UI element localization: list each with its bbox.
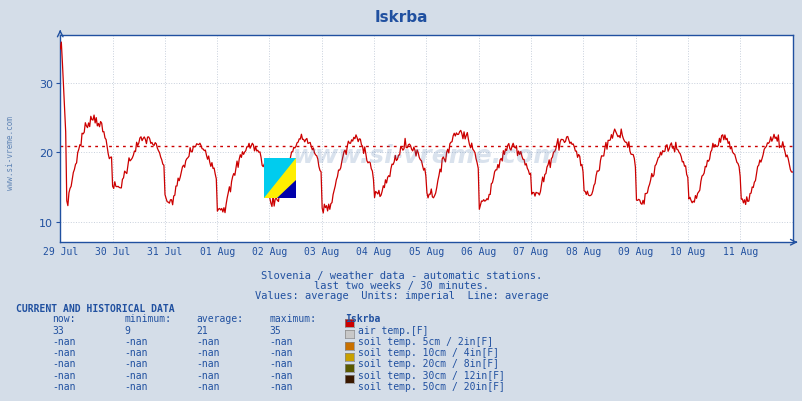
- Text: Values: average  Units: imperial  Line: average: Values: average Units: imperial Line: av…: [254, 291, 548, 301]
- Text: -nan: -nan: [52, 381, 75, 391]
- Text: -nan: -nan: [269, 370, 292, 380]
- Text: 29 Jul: 29 Jul: [43, 247, 78, 257]
- Text: Slovenia / weather data - automatic stations.: Slovenia / weather data - automatic stat…: [261, 271, 541, 281]
- Text: minimum:: minimum:: [124, 314, 172, 324]
- Text: -nan: -nan: [52, 347, 75, 357]
- Text: -nan: -nan: [269, 336, 292, 346]
- Text: 01 Aug: 01 Aug: [199, 247, 234, 257]
- Text: soil temp. 5cm / 2in[F]: soil temp. 5cm / 2in[F]: [358, 336, 492, 346]
- Text: 9: 9: [124, 325, 130, 335]
- Text: 08 Aug: 08 Aug: [565, 247, 600, 257]
- Text: 21: 21: [196, 325, 209, 335]
- Text: 11 Aug: 11 Aug: [722, 247, 757, 257]
- Text: 02 Aug: 02 Aug: [252, 247, 287, 257]
- Text: 04 Aug: 04 Aug: [356, 247, 391, 257]
- Text: soil temp. 50cm / 20in[F]: soil temp. 50cm / 20in[F]: [358, 381, 504, 391]
- Text: -nan: -nan: [124, 347, 148, 357]
- Text: 31 Jul: 31 Jul: [147, 247, 182, 257]
- Text: -nan: -nan: [269, 358, 292, 369]
- Text: -nan: -nan: [52, 358, 75, 369]
- Text: average:: average:: [196, 314, 244, 324]
- Text: soil temp. 20cm / 8in[F]: soil temp. 20cm / 8in[F]: [358, 358, 499, 369]
- Text: air temp.[F]: air temp.[F]: [358, 325, 428, 335]
- Text: maximum:: maximum:: [269, 314, 316, 324]
- Text: -nan: -nan: [124, 381, 148, 391]
- Text: -nan: -nan: [196, 347, 220, 357]
- Polygon shape: [277, 180, 296, 198]
- Polygon shape: [264, 158, 296, 198]
- Text: -nan: -nan: [52, 336, 75, 346]
- Text: 30 Jul: 30 Jul: [95, 247, 130, 257]
- Text: last two weeks / 30 minutes.: last two weeks / 30 minutes.: [314, 281, 488, 291]
- Text: soil temp. 30cm / 12in[F]: soil temp. 30cm / 12in[F]: [358, 370, 504, 380]
- Text: 07 Aug: 07 Aug: [512, 247, 548, 257]
- Text: -nan: -nan: [196, 370, 220, 380]
- Text: www.si-vreme.com: www.si-vreme.com: [6, 115, 15, 189]
- Text: -nan: -nan: [196, 336, 220, 346]
- Text: soil temp. 10cm / 4in[F]: soil temp. 10cm / 4in[F]: [358, 347, 499, 357]
- Text: -nan: -nan: [196, 381, 220, 391]
- Text: -nan: -nan: [196, 358, 220, 369]
- Text: 35: 35: [269, 325, 281, 335]
- Text: 05 Aug: 05 Aug: [408, 247, 444, 257]
- Text: -nan: -nan: [124, 358, 148, 369]
- Text: Iskrba: Iskrba: [345, 314, 380, 324]
- Text: www.si-vreme.com: www.si-vreme.com: [293, 144, 559, 168]
- Text: 09 Aug: 09 Aug: [618, 247, 653, 257]
- Text: now:: now:: [52, 314, 75, 324]
- Text: -nan: -nan: [124, 336, 148, 346]
- Text: -nan: -nan: [269, 347, 292, 357]
- Text: 03 Aug: 03 Aug: [304, 247, 339, 257]
- Text: Iskrba: Iskrba: [375, 10, 427, 25]
- Text: 10 Aug: 10 Aug: [670, 247, 705, 257]
- Text: 06 Aug: 06 Aug: [460, 247, 496, 257]
- Text: -nan: -nan: [124, 370, 148, 380]
- Text: CURRENT AND HISTORICAL DATA: CURRENT AND HISTORICAL DATA: [16, 303, 175, 313]
- Text: -nan: -nan: [52, 370, 75, 380]
- Text: 33: 33: [52, 325, 64, 335]
- Polygon shape: [264, 158, 296, 198]
- Text: -nan: -nan: [269, 381, 292, 391]
